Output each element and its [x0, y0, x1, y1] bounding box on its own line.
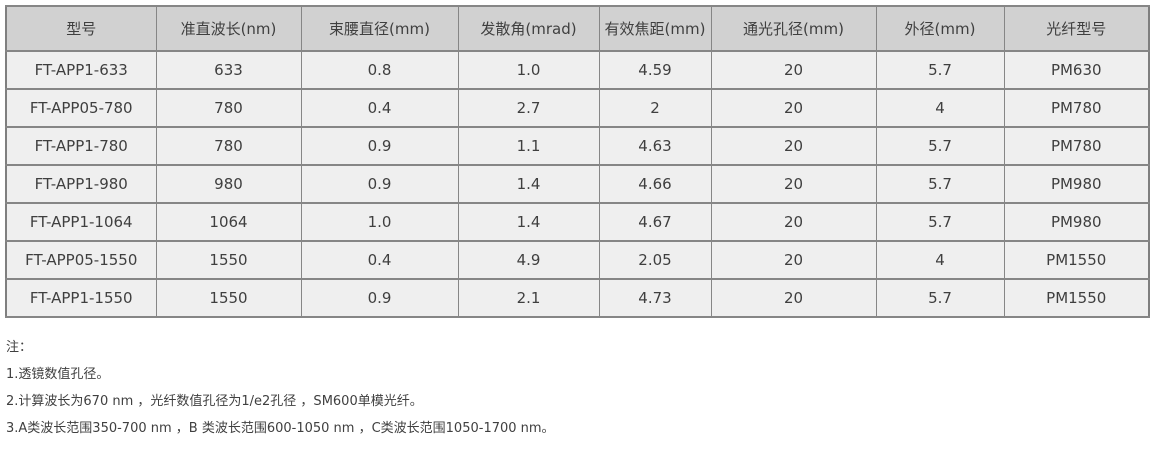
- table-cell: 1.0: [300, 202, 459, 242]
- table-cell: 0.9: [300, 164, 459, 204]
- table-row: FT-APP1-633 633 0.8 1.0 4.59 20 5.7 PM630: [5, 50, 1150, 90]
- table-cell: FT-APP1-980: [5, 164, 157, 204]
- table-cell: 5.7: [875, 126, 1005, 166]
- table-cell: 780: [155, 126, 302, 166]
- table-cell: 4.73: [598, 278, 712, 318]
- notes-label: 注：: [6, 340, 33, 355]
- table-row: FT-APP05-1550 1550 0.4 4.9 2.05 20 4 PM1550: [5, 240, 1150, 280]
- table-cell: 4.67: [598, 202, 712, 242]
- column-header-fiber-model: 光纤型号: [1003, 5, 1150, 52]
- table-cell: 780: [155, 88, 302, 128]
- table-cell: 5.7: [875, 50, 1005, 90]
- table-cell: FT-APP1-633: [5, 50, 157, 90]
- table-cell: 20: [710, 278, 877, 318]
- table-cell: 1550: [155, 278, 302, 318]
- notes-section: 注： 1.透镜数值孔径。 2.计算波长为670 nm ，光纤数值孔径为1/e2孔…: [6, 341, 1148, 436]
- table-cell: 2.05: [598, 240, 712, 280]
- table-header-row: 型号 准直波长(nm) 束腰直径(mm) 发散角(mrad) 有效焦距(mm) …: [5, 5, 1150, 52]
- table-cell: PM980: [1003, 202, 1150, 242]
- table-cell: PM1550: [1003, 240, 1150, 280]
- table-cell: 1550: [155, 240, 302, 280]
- table-cell: 4: [875, 240, 1005, 280]
- table-cell: 0.9: [300, 278, 459, 318]
- table-cell: 1.0: [457, 50, 600, 90]
- table-cell: 0.8: [300, 50, 459, 90]
- table-cell: 1064: [155, 202, 302, 242]
- column-header-clear-aperture: 通光孔径(mm): [710, 5, 877, 52]
- table-row: FT-APP1-780 780 0.9 1.1 4.63 20 5.7 PM780: [5, 126, 1150, 166]
- column-header-beam-waist-diameter: 束腰直径(mm): [300, 5, 459, 52]
- table-cell: 2.7: [457, 88, 600, 128]
- column-header-outer-diameter: 外径(mm): [875, 5, 1005, 52]
- table-cell: 20: [710, 126, 877, 166]
- table-cell: 20: [710, 164, 877, 204]
- note-item-2: 2.计算波长为670 nm ，光纤数值孔径为1/e2孔径 ，SM600单模光纤。: [6, 394, 423, 409]
- table-cell: 20: [710, 50, 877, 90]
- table-cell: 4.9: [457, 240, 600, 280]
- note-item-1: 1.透镜数值孔径。: [6, 367, 110, 382]
- table-cell: PM1550: [1003, 278, 1150, 318]
- note-item-3: 3.A类波长范围350-700 nm ，B 类波长范围600-1050 nm ，…: [6, 421, 555, 436]
- column-header-effective-focal-length: 有效焦距(mm): [598, 5, 712, 52]
- table-cell: PM980: [1003, 164, 1150, 204]
- table-cell: 20: [710, 88, 877, 128]
- table-cell: 2: [598, 88, 712, 128]
- table-cell: 4: [875, 88, 1005, 128]
- column-header-divergence-angle: 发散角(mrad): [457, 5, 600, 52]
- table-cell: 5.7: [875, 202, 1005, 242]
- table-cell: 5.7: [875, 278, 1005, 318]
- table-cell: FT-APP05-1550: [5, 240, 157, 280]
- table-row: FT-APP05-780 780 0.4 2.7 2 20 4 PM780: [5, 88, 1150, 128]
- table-cell: 4.63: [598, 126, 712, 166]
- table-cell: 633: [155, 50, 302, 90]
- table-cell: 4.66: [598, 164, 712, 204]
- table-cell: 0.4: [300, 240, 459, 280]
- column-header-collimation-wavelength: 准直波长(nm): [155, 5, 302, 52]
- table-cell: 20: [710, 202, 877, 242]
- table-cell: FT-APP1-1064: [5, 202, 157, 242]
- column-header-model: 型号: [5, 5, 157, 52]
- table-cell: 20: [710, 240, 877, 280]
- table-cell: PM780: [1003, 126, 1150, 166]
- table-cell: 1.4: [457, 164, 600, 204]
- table-row: FT-APP1-1550 1550 0.9 2.1 4.73 20 5.7 PM1550: [5, 278, 1150, 318]
- table-cell: 5.7: [875, 164, 1005, 204]
- table-cell: 4.59: [598, 50, 712, 90]
- table-row: FT-APP1-1064 1064 1.0 1.4 4.67 20 5.7 PM980: [5, 202, 1150, 242]
- table-cell: 2.1: [457, 278, 600, 318]
- table-cell: PM780: [1003, 88, 1150, 128]
- table-cell: 0.9: [300, 126, 459, 166]
- fiber-collimator-spec-table: 型号 准直波长(nm) 束腰直径(mm) 发散角(mrad) 有效焦距(mm) …: [5, 5, 1150, 318]
- table-row: FT-APP1-980 980 0.9 1.4 4.66 20 5.7 PM980: [5, 164, 1150, 204]
- table-cell: FT-APP1-780: [5, 126, 157, 166]
- table-cell: 1.1: [457, 126, 600, 166]
- table-cell: FT-APP1-1550: [5, 278, 157, 318]
- table-cell: 0.4: [300, 88, 459, 128]
- table-cell: 1.4: [457, 202, 600, 242]
- table-cell: 980: [155, 164, 302, 204]
- table-cell: FT-APP05-780: [5, 88, 157, 128]
- table-cell: PM630: [1003, 50, 1150, 90]
